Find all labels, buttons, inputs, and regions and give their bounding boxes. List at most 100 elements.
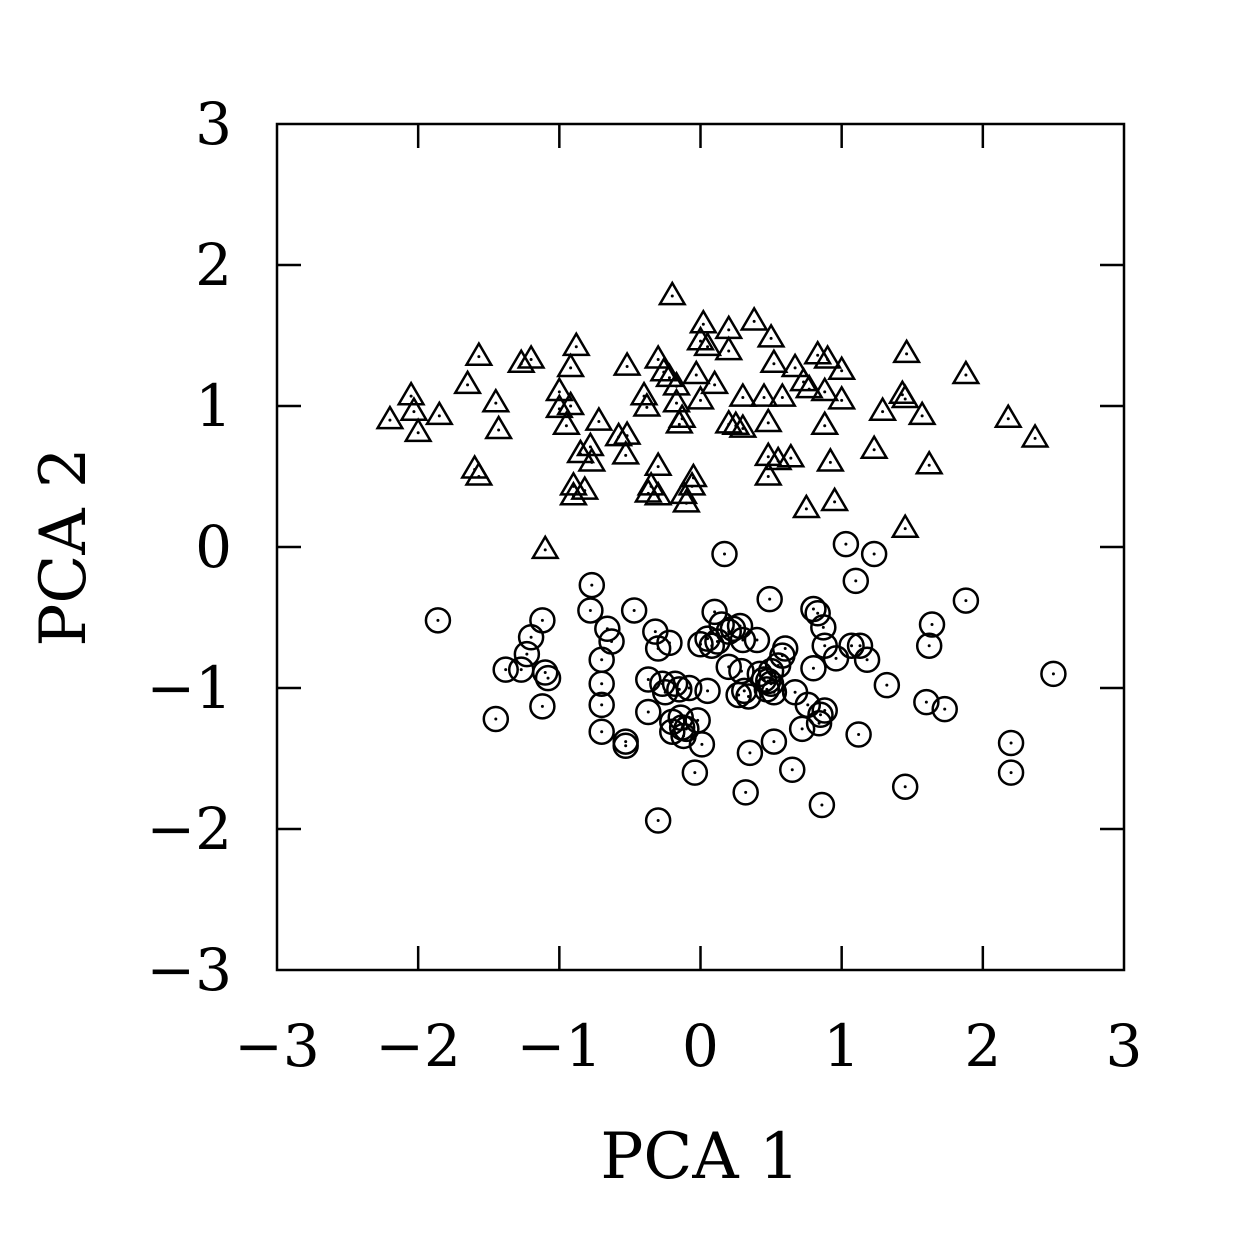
triangle-point (544, 376, 574, 402)
markers-layer (375, 280, 1067, 834)
circle-point (675, 674, 703, 702)
circle-point (531, 659, 559, 686)
circle-point (743, 626, 771, 654)
circle-point (698, 632, 726, 659)
circle-point (507, 656, 535, 683)
triangle-point (868, 396, 898, 421)
circle-point (838, 632, 865, 659)
triangle-point (481, 387, 511, 413)
circle-point (424, 607, 452, 634)
circle-point (728, 657, 755, 685)
x-tick-label: 0 (682, 1012, 719, 1080)
triangle-point (530, 534, 560, 560)
circle-point (661, 670, 689, 698)
triangle-point (728, 382, 758, 407)
circle-point (760, 728, 788, 755)
circle-point (873, 671, 901, 699)
triangle-point (577, 446, 607, 472)
triangle-point (753, 407, 783, 433)
triangle-point (612, 420, 642, 445)
triangle-point (584, 406, 614, 431)
triangle-point (815, 446, 845, 472)
triangle-point (907, 400, 937, 426)
circle-point (913, 688, 940, 716)
circle-point (779, 756, 806, 784)
triangle-point (685, 325, 716, 351)
triangle-point (951, 359, 981, 385)
triangle-point (678, 462, 708, 488)
triangle-point (671, 487, 701, 513)
circle-point (800, 655, 827, 682)
circle-point (845, 721, 872, 748)
triangle-point (859, 434, 889, 460)
circle-point (732, 779, 759, 806)
circle-point (529, 607, 556, 634)
triangle-point (516, 343, 546, 369)
circle-point (694, 677, 721, 705)
circle-point (588, 691, 615, 719)
circle-point (598, 628, 625, 655)
triangle-point (753, 461, 783, 486)
triangle-point (993, 403, 1023, 428)
triangle-point (464, 461, 494, 486)
triangle-point (643, 480, 673, 506)
triangle-point (561, 331, 591, 357)
triangle-point (556, 390, 586, 416)
triangle-point (424, 400, 454, 426)
x-tick-label: −1 (517, 1012, 603, 1080)
x-tick-label: 3 (1106, 1012, 1143, 1080)
circle-point (711, 540, 738, 568)
x-axis-title: PCA 1 (600, 1120, 799, 1194)
circle-point (635, 666, 662, 693)
triangle-point (759, 348, 789, 374)
circle-point (577, 597, 604, 624)
y-tick-label: 0 (195, 513, 232, 581)
triangle-point (794, 373, 824, 399)
circle-point (1040, 660, 1067, 688)
circle-point (656, 629, 683, 657)
circle-point (731, 677, 758, 705)
circle-point (771, 635, 799, 662)
circle-point (760, 678, 788, 706)
triangle-point (714, 314, 744, 340)
triangle-point (399, 396, 429, 421)
triangle-point (827, 384, 857, 410)
circle-point (842, 567, 870, 595)
triangle-point (714, 335, 744, 361)
triangle-point (693, 331, 723, 357)
circle-point (800, 595, 827, 623)
triangle-point (890, 513, 920, 538)
triangle-point (681, 359, 711, 385)
triangle-point (688, 308, 718, 334)
triangle-point (403, 417, 433, 443)
triangle-point (892, 338, 922, 364)
triangle-point (739, 305, 769, 331)
circle-point (635, 698, 662, 726)
circle-point (588, 718, 615, 745)
circle-point (832, 530, 860, 558)
plot-frame (275, 122, 1126, 972)
y-tick-label: 1 (195, 372, 232, 440)
triangle-point (827, 355, 857, 381)
circle-point (810, 614, 837, 641)
circle-point (997, 759, 1025, 786)
triangle-point (820, 486, 850, 512)
triangle-point (556, 352, 586, 378)
triangle-point (551, 410, 581, 436)
triangle-point (570, 475, 600, 500)
circle-point (482, 705, 510, 733)
triangle-point (464, 341, 494, 366)
circle-point (688, 731, 716, 758)
triangle-point (749, 382, 779, 407)
circle-point (736, 739, 764, 767)
triangle-point (611, 439, 641, 465)
circle-point (997, 729, 1025, 757)
triangle-point (661, 387, 692, 413)
circle-point (729, 626, 757, 654)
circle-point (612, 732, 639, 760)
triangle-point (767, 382, 797, 407)
y-tick-label: −3 (147, 936, 233, 1004)
triangle-point (460, 453, 490, 479)
triangle-point (756, 322, 786, 348)
circle-point (952, 587, 980, 614)
